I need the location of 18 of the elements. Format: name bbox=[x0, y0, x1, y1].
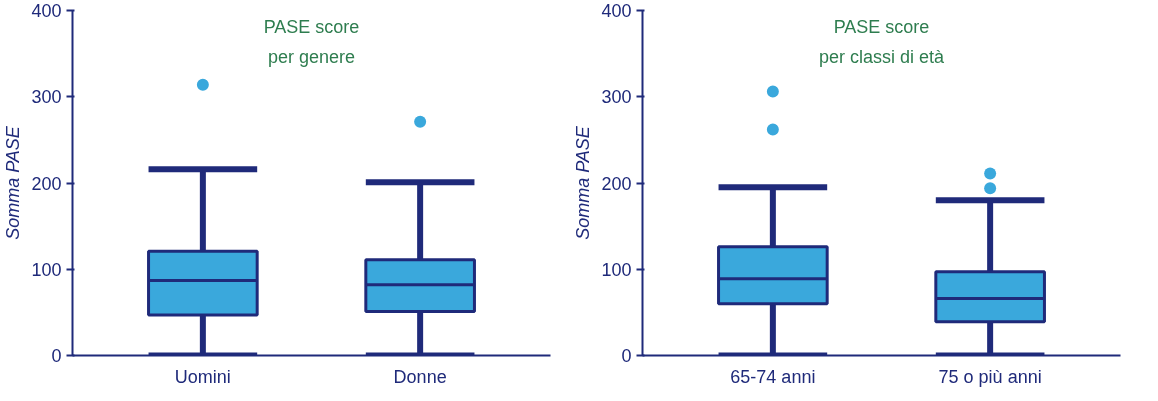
x-tick-label: Uomini bbox=[174, 366, 231, 387]
y-tick-label: 200 bbox=[31, 173, 62, 194]
y-tick-label: 300 bbox=[601, 87, 632, 108]
y-tick-label: 0 bbox=[621, 346, 632, 366]
x-tick-label: 75 o più anni bbox=[938, 366, 1042, 387]
y-tick-label: 300 bbox=[31, 87, 62, 108]
y-tick-label: 0 bbox=[51, 346, 62, 366]
y-axis-title: Somma PASE bbox=[3, 125, 24, 240]
x-tick-label: Donne bbox=[393, 366, 447, 387]
y-tick-label: 100 bbox=[601, 259, 632, 280]
x-tick-label: 65-74 anni bbox=[730, 366, 816, 387]
text: PASE score per classi di età bbox=[818, 16, 946, 67]
y-tick-label: 200 bbox=[601, 173, 632, 194]
text: PASE score per genere bbox=[263, 16, 360, 67]
y-tick-label: 400 bbox=[31, 1, 62, 21]
y-tick-label: 100 bbox=[31, 259, 62, 280]
y-axis-title: Somma PASE bbox=[573, 125, 594, 240]
y-tick-label: 400 bbox=[601, 1, 632, 21]
